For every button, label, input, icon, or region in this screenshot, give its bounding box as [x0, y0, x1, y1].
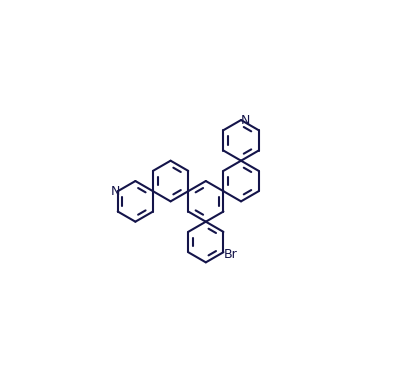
Text: Br: Br: [224, 248, 237, 261]
Text: N: N: [111, 185, 120, 198]
Text: N: N: [240, 113, 249, 127]
